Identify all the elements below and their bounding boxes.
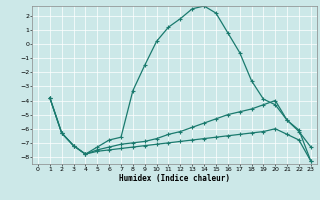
X-axis label: Humidex (Indice chaleur): Humidex (Indice chaleur) bbox=[119, 174, 230, 183]
